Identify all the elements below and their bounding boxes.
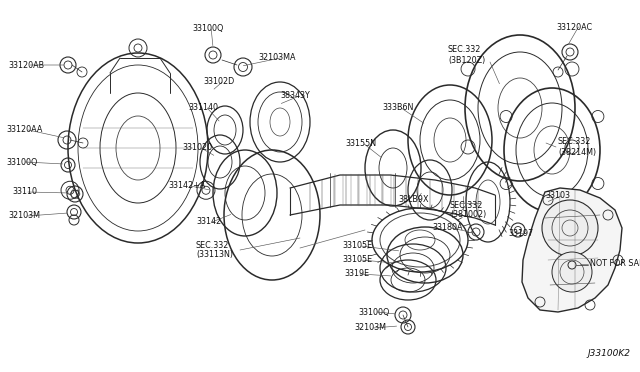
Text: 33197: 33197 bbox=[508, 230, 533, 238]
Text: 33142: 33142 bbox=[196, 218, 221, 227]
Text: 33142+A: 33142+A bbox=[168, 182, 205, 190]
Text: (33113N): (33113N) bbox=[196, 250, 233, 260]
Text: 331140: 331140 bbox=[188, 103, 218, 112]
Text: NOT FOR SALE: NOT FOR SALE bbox=[590, 260, 640, 269]
Text: 33105E: 33105E bbox=[342, 241, 372, 250]
Text: 32103M: 32103M bbox=[354, 324, 386, 333]
Text: 33180A: 33180A bbox=[432, 224, 463, 232]
Text: 33105E: 33105E bbox=[342, 256, 372, 264]
Text: 33155N: 33155N bbox=[345, 140, 376, 148]
Text: 33120AA: 33120AA bbox=[6, 125, 42, 135]
Text: 3319E: 3319E bbox=[344, 269, 369, 279]
Text: (3B120Z): (3B120Z) bbox=[448, 55, 485, 64]
Text: 33102D: 33102D bbox=[203, 77, 234, 87]
Circle shape bbox=[542, 200, 598, 256]
Text: 38LB9X: 38LB9X bbox=[398, 196, 429, 205]
Text: (38214M): (38214M) bbox=[558, 148, 596, 157]
Text: 33120AB: 33120AB bbox=[8, 61, 44, 70]
Text: 33110: 33110 bbox=[12, 187, 37, 196]
Polygon shape bbox=[522, 188, 622, 312]
Text: 32103MA: 32103MA bbox=[258, 54, 296, 62]
Text: 333B6N: 333B6N bbox=[382, 103, 413, 112]
Text: SEC.332: SEC.332 bbox=[196, 241, 229, 250]
Text: 32103M: 32103M bbox=[8, 212, 40, 221]
Text: 33100Q: 33100Q bbox=[6, 157, 37, 167]
Text: J33100K2: J33100K2 bbox=[587, 349, 630, 358]
Text: 33120AC: 33120AC bbox=[556, 22, 592, 32]
Circle shape bbox=[552, 252, 592, 292]
Text: SEC.332: SEC.332 bbox=[558, 138, 591, 147]
Text: 33100Q: 33100Q bbox=[358, 308, 389, 317]
Text: 38343Y: 38343Y bbox=[280, 92, 310, 100]
Text: (381002): (381002) bbox=[450, 211, 486, 219]
Text: 33100Q: 33100Q bbox=[192, 25, 223, 33]
Text: 331020: 331020 bbox=[182, 144, 212, 153]
Text: 33103: 33103 bbox=[545, 192, 570, 201]
Text: SEC.332: SEC.332 bbox=[450, 201, 483, 209]
Text: SEC.332: SEC.332 bbox=[448, 45, 481, 55]
